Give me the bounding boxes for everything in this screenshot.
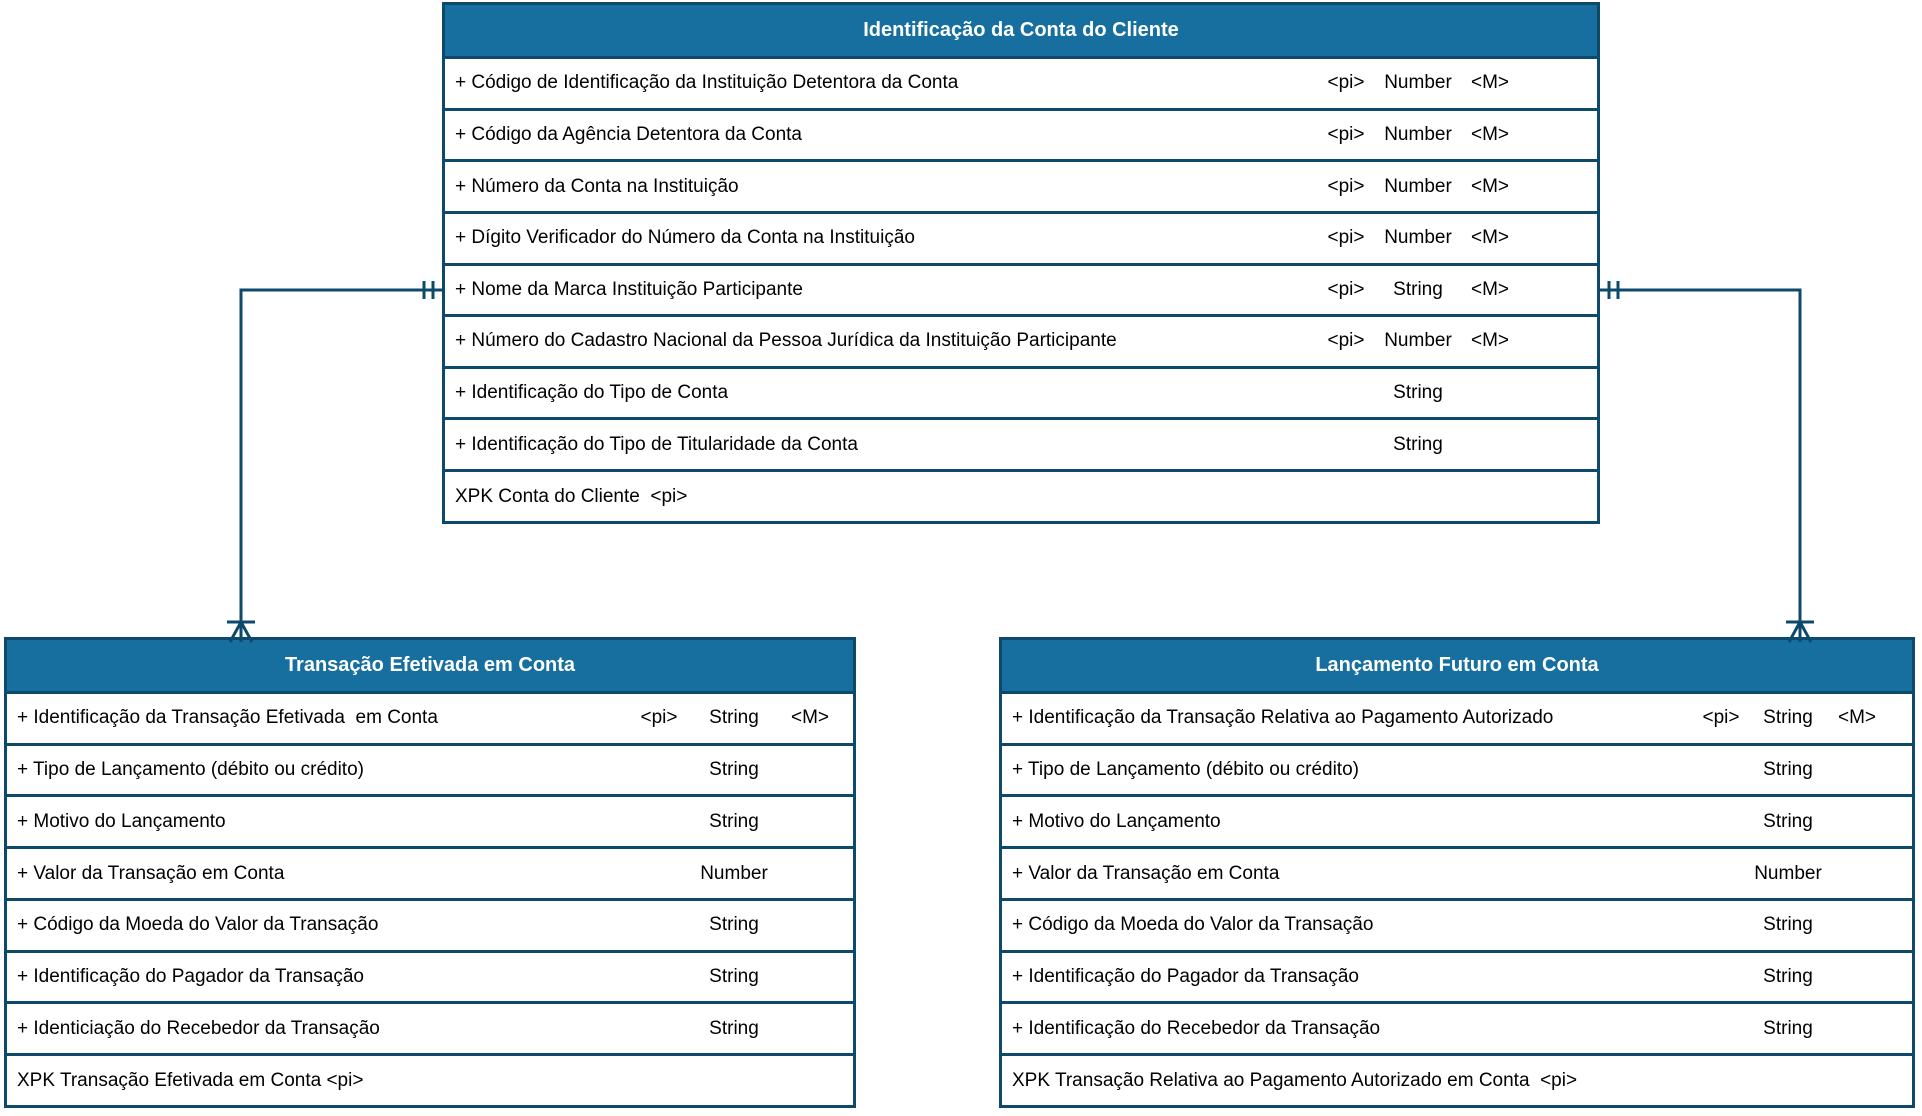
entity-primary-key-row: XPK Conta do Cliente <pi> [445,469,1597,521]
attribute-name: + Motivo do Lançamento [1012,810,1221,832]
attribute-name: + Identiciação do Recebedor da Transação [17,1017,380,1039]
relationship-line-right [1600,281,1814,643]
mandatory-flag: <M> [790,707,830,729]
attribute-name: + Código de Identificação da Instituição… [455,72,959,94]
entity-identificacao-conta-cliente: Identificação da Conta do Cliente + Códi… [442,2,1600,524]
attribute-row: + Identificação do Pagador da Transação S… [7,949,853,1002]
entity-title: Transação Efetivada em Conta [7,640,853,694]
mandatory-flag: <M> [1470,123,1510,145]
data-type: String [1763,707,1813,729]
entity-primary-key-row: XPK Transação Efetivada em Conta <pi> [7,1053,853,1105]
attribute-row: + Identificação do Pagador da Transação S… [1002,949,1912,1002]
attribute-row: + Dígito Verificador do Número da Conta … [445,210,1597,263]
attribute-name: + Identificação do Tipo de Conta [455,382,729,404]
attribute-name: + Identificação do Recebedor da Transaçã… [1012,1017,1381,1039]
entity-attribute-list: + Código de Identificação da Instituição… [445,59,1597,469]
attribute-name: + Nome da Marca Instituição Participante [455,278,803,300]
pi-flag: <pi> [1327,123,1365,145]
attribute-row: + Identiciação do Recebedor da Transação… [7,1001,853,1053]
attribute-name: + Identificação do Pagador da Transação [17,965,364,987]
data-type: String [709,914,759,936]
relationship-line-left [227,281,442,643]
pi-flag: <pi> [1327,175,1365,197]
attribute-name: + Identificação do Pagador da Transação [1012,965,1359,987]
attribute-row: + Identificação do Tipo de Titularidade … [445,417,1597,469]
attribute-row: + Motivo do Lançamento String [7,794,853,846]
data-type: String [1393,278,1443,300]
attribute-name: + Número da Conta na Instituição [455,175,739,197]
data-type: Number [1754,862,1822,884]
attribute-name: + Identificação da Transação Efetivada e… [17,707,438,729]
attribute-row: + Identificação da Transação Efetivada e… [7,694,853,743]
attribute-row: + Nome da Marca Instituição Participante… [445,262,1597,315]
mandatory-flag: <M> [1837,707,1877,729]
mandatory-flag: <M> [1470,278,1510,300]
mandatory-flag: <M> [1470,330,1510,352]
attribute-row: + Identificação do Recebedor da Transaçã… [1002,1001,1912,1053]
attribute-row: + Identificação da Transação Relativa ao… [1002,694,1912,743]
data-type: Number [1384,72,1452,94]
pi-flag: <pi> [1702,707,1740,729]
attribute-name: + Motivo do Lançamento [17,810,226,832]
data-type: String [1393,382,1443,404]
data-type: String [1763,1017,1813,1039]
attribute-row: + Código da Moeda do Valor da Transação S… [7,897,853,950]
data-type: Number [700,862,768,884]
data-type: String [1763,914,1813,936]
data-type: String [709,707,759,729]
entity-attribute-list: + Identificação da Transação Efetivada e… [7,694,853,1053]
pi-flag: <pi> [1327,330,1365,352]
pi-flag: <pi> [640,707,678,729]
data-type: String [709,965,759,987]
attribute-name: + Tipo de Lançamento (débito ou crédito) [1012,759,1359,781]
attribute-row: + Tipo de Lançamento (débito ou crédito)… [1002,742,1912,795]
entity-lancamento-futuro-em-conta: Lançamento Futuro em Conta + Identificaç… [999,637,1915,1108]
data-type: String [709,759,759,781]
attribute-row: + Código da Moeda do Valor da Transação S… [1002,897,1912,950]
data-type: Number [1384,227,1452,249]
pi-flag: <pi> [1327,278,1365,300]
attribute-row: + Motivo do Lançamento String [1002,794,1912,846]
mandatory-flag: <M> [1470,227,1510,249]
mandatory-flag: <M> [1470,175,1510,197]
attribute-name: + Valor da Transação em Conta [17,862,285,884]
entity-title: Identificação da Conta do Cliente [445,5,1597,59]
attribute-name: + Código da Agência Detentora da Conta [455,123,803,145]
attribute-name: + Valor da Transação em Conta [1012,862,1280,884]
attribute-name: + Código da Moeda do Valor da Transação [17,914,379,936]
data-type: Number [1384,330,1452,352]
pi-flag: <pi> [1327,227,1365,249]
attribute-row: + Código de Identificação da Instituição… [445,59,1597,108]
attribute-name: + Tipo de Lançamento (débito ou crédito) [17,759,364,781]
data-type: String [1763,759,1813,781]
attribute-name: + Número do Cadastro Nacional da Pessoa … [455,330,1117,352]
pi-flag: <pi> [1327,72,1365,94]
attribute-row: + Valor da Transação em Conta Number [7,846,853,898]
attribute-row: + Valor da Transação em Conta Number [1002,846,1912,898]
entity-transacao-efetivada-em-conta: Transação Efetivada em Conta + Identific… [4,637,856,1108]
mandatory-flag: <M> [1470,72,1510,94]
data-type: String [1763,810,1813,832]
data-type: Number [1384,123,1452,145]
data-type: String [1763,965,1813,987]
attribute-row: + Número do Cadastro Nacional da Pessoa … [445,314,1597,366]
entity-title: Lançamento Futuro em Conta [1002,640,1912,694]
attribute-name: + Identificação do Tipo de Titularidade … [455,433,858,455]
data-type: Number [1384,175,1452,197]
entity-primary-key-row: XPK Transação Relativa ao Pagamento Auto… [1002,1053,1912,1105]
data-type: String [709,810,759,832]
attribute-name: + Código da Moeda do Valor da Transação [1012,914,1374,936]
data-type: String [1393,433,1443,455]
attribute-row: + Identificação do Tipo de Conta String [445,365,1597,418]
attribute-name: + Dígito Verificador do Número da Conta … [455,227,915,249]
data-type: String [709,1017,759,1039]
attribute-name: + Identificação da Transação Relativa ao… [1012,707,1554,729]
attribute-row: + Número da Conta na Instituição <pi> Numb… [445,159,1597,211]
attribute-row: + Tipo de Lançamento (débito ou crédito)… [7,742,853,795]
entity-attribute-list: + Identificação da Transação Relativa ao… [1002,694,1912,1053]
attribute-row: + Código da Agência Detentora da Conta <p… [445,107,1597,160]
